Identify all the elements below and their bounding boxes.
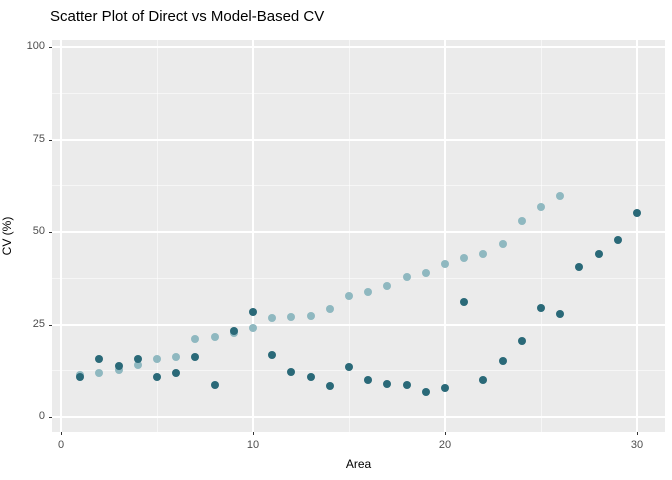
data-point-direct — [210, 381, 219, 390]
y-axis-tick — [49, 232, 52, 233]
data-point-model — [364, 288, 373, 297]
data-point-model — [133, 360, 142, 369]
data-point-model — [498, 239, 507, 248]
x-major-gridline — [60, 40, 62, 432]
x-major-gridline — [444, 40, 446, 432]
data-point-direct — [133, 354, 142, 363]
x-tick-label: 10 — [246, 439, 260, 451]
y-axis-tick — [49, 324, 52, 326]
x-axis-tick — [637, 432, 638, 435]
data-point-direct — [402, 381, 411, 390]
data-point-direct — [556, 309, 565, 318]
y-major-gridline — [52, 323, 665, 326]
data-point-model — [402, 272, 411, 281]
data-point-model — [441, 260, 449, 269]
data-point-model — [153, 355, 161, 364]
data-point-direct — [594, 249, 603, 258]
data-point-model — [268, 313, 277, 322]
x-minor-gridline — [348, 40, 350, 432]
data-point-direct — [325, 381, 334, 390]
data-point-direct — [633, 209, 641, 218]
data-point-model — [517, 216, 526, 225]
chart-title: Scatter Plot of Direct vs Model-Based CV — [50, 8, 325, 25]
data-point-model — [383, 281, 392, 290]
y-axis-tick — [49, 139, 52, 141]
y-axis-tick — [49, 47, 52, 48]
x-major-gridline — [636, 40, 638, 432]
x-tick-label: 0 — [57, 439, 65, 451]
y-tick-label: 25 — [32, 317, 45, 330]
x-axis-tick — [61, 432, 62, 435]
data-point-direct — [441, 383, 449, 392]
data-point-model — [210, 332, 219, 341]
data-point-direct — [517, 337, 526, 346]
y-minor-gridline — [52, 185, 665, 187]
y-major-gridline — [52, 138, 665, 141]
data-point-direct — [249, 307, 257, 316]
x-tick-label: 20 — [438, 439, 452, 451]
x-minor-gridline — [156, 40, 158, 432]
data-point-model — [172, 352, 181, 361]
data-point-direct — [575, 263, 584, 272]
y-major-gridline — [52, 46, 665, 48]
y-tick-label: 0 — [38, 410, 45, 422]
data-point-direct — [76, 373, 85, 382]
x-axis-title: Area — [345, 457, 372, 471]
data-point-direct — [537, 303, 545, 312]
y-major-gridline — [52, 416, 665, 418]
data-point-direct — [172, 369, 181, 378]
data-point-model — [114, 366, 123, 374]
data-point-direct — [191, 353, 200, 362]
data-point-model — [479, 249, 488, 258]
y-minor-gridline — [52, 92, 665, 94]
y-tick-label: 100 — [26, 40, 45, 52]
data-point-direct — [383, 379, 392, 388]
data-point-direct — [153, 372, 161, 381]
data-point-model — [421, 269, 430, 278]
data-point-direct — [613, 236, 622, 245]
data-point-model — [345, 292, 353, 300]
data-point-direct — [460, 297, 469, 306]
data-point-model — [556, 192, 565, 201]
data-point-direct — [479, 376, 488, 385]
x-axis-tick — [253, 432, 254, 435]
data-point-model — [287, 312, 296, 321]
y-tick-label: 50 — [32, 225, 45, 237]
data-point-direct — [498, 356, 507, 365]
data-point-model — [95, 369, 104, 378]
data-point-direct — [306, 372, 315, 381]
x-tick-label: 30 — [630, 439, 644, 451]
y-tick-label: 75 — [32, 132, 45, 145]
y-major-gridline — [52, 231, 665, 233]
y-axis-tick — [49, 417, 52, 418]
data-point-model — [191, 334, 200, 343]
data-point-model — [537, 202, 545, 211]
data-point-direct — [421, 387, 430, 396]
data-point-model — [325, 304, 334, 313]
data-point-model — [460, 254, 469, 263]
y-minor-gridline — [52, 370, 665, 372]
y-minor-gridline — [52, 277, 665, 279]
data-point-direct — [268, 350, 277, 359]
data-point-direct — [229, 326, 238, 335]
data-point-direct — [95, 354, 104, 363]
x-major-gridline — [252, 40, 254, 432]
data-point-model — [249, 323, 257, 332]
data-point-direct — [364, 376, 373, 384]
data-point-model — [306, 311, 315, 320]
data-point-direct — [114, 361, 123, 370]
data-point-direct — [287, 368, 296, 377]
plot-panel — [52, 40, 665, 432]
data-point-direct — [345, 362, 353, 371]
x-minor-gridline — [540, 40, 542, 432]
x-axis-tick — [445, 432, 446, 435]
